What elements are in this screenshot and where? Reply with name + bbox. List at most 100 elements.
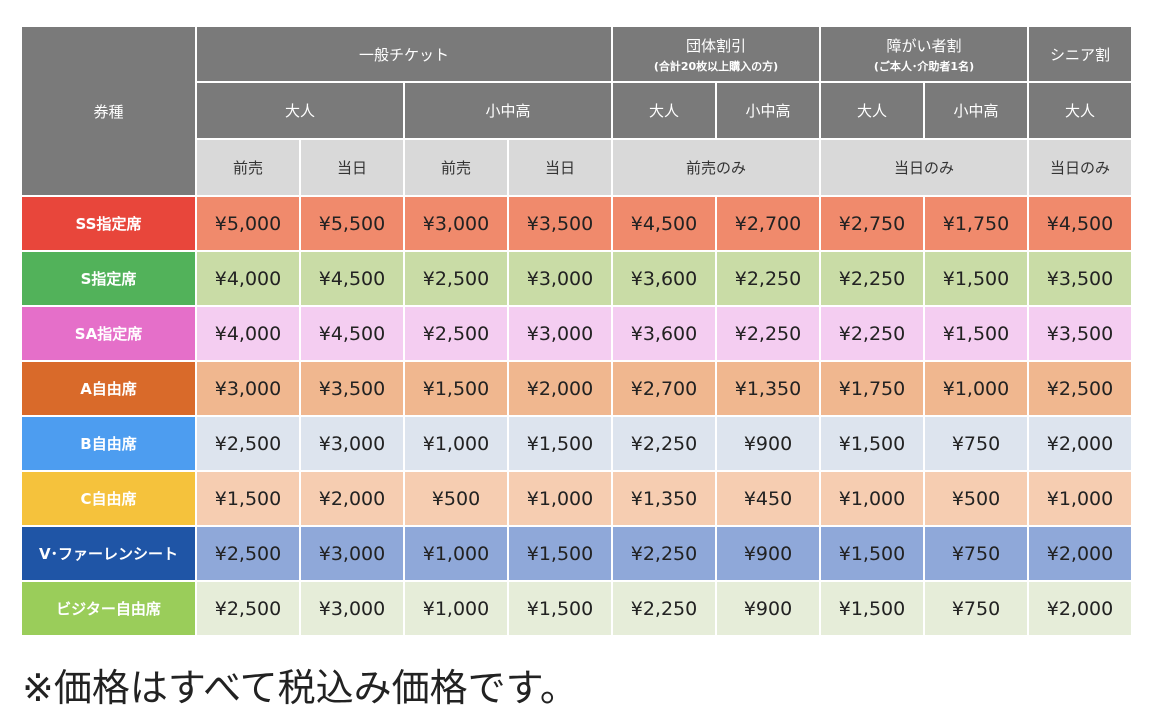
price-cell: ¥1,500 — [925, 307, 1027, 360]
group-title: 団体割引 — [685, 36, 746, 55]
group-subtitle: (合計20枚以上購入の方) — [653, 59, 779, 73]
price-cell: ¥1,500 — [197, 472, 299, 525]
timing-header: 当日のみ — [821, 140, 1027, 195]
price-cell: ¥2,750 — [821, 197, 923, 250]
price-cell: ¥2,250 — [613, 417, 715, 470]
price-cell: ¥3,500 — [1029, 252, 1131, 305]
price-cell: ¥1,000 — [405, 527, 507, 580]
price-cell: ¥2,500 — [405, 252, 507, 305]
audience-header: 大人 — [821, 83, 923, 138]
tax-note: ※価格はすべて税込み価格です。 — [22, 666, 578, 710]
group-header-senior-discount: シニア割 — [1029, 27, 1131, 81]
audience-header: 小中高 — [925, 83, 1027, 138]
group-header-group-discount: 団体割引 (合計20枚以上購入の方) — [613, 27, 819, 81]
price-cell: ¥1,000 — [405, 582, 507, 635]
price-rows: SS指定席 ¥5,000 ¥5,500 ¥3,000 ¥3,500 ¥4,500 ¥2,70… — [22, 197, 1131, 635]
price-cell: ¥3,000 — [405, 197, 507, 250]
price-cell: ¥1,000 — [925, 362, 1027, 415]
price-cell: ¥2,250 — [821, 252, 923, 305]
price-cell: ¥2,500 — [405, 307, 507, 360]
price-cell: ¥4,500 — [1029, 197, 1131, 250]
price-cell: ¥2,500 — [1029, 362, 1131, 415]
table-row: ビジター自由席 ¥2,500 ¥3,000 ¥1,000 ¥1,500 ¥2,250 ¥90… — [22, 582, 1131, 635]
price-cell: ¥3,600 — [613, 252, 715, 305]
timing-header: 前売 — [405, 140, 507, 195]
price-cell: ¥3,000 — [509, 252, 611, 305]
price-cell: ¥1,500 — [509, 527, 611, 580]
group-title: シニア割 — [1049, 45, 1110, 64]
price-cell: ¥1,000 — [1029, 472, 1131, 525]
table-row: B自由席 ¥2,500 ¥3,000 ¥1,000 ¥1,500 ¥2,250 ¥900 ¥1… — [22, 417, 1131, 470]
table-row: SA指定席 ¥4,000 ¥4,500 ¥2,500 ¥3,000 ¥3,600 ¥2,25… — [22, 307, 1131, 360]
price-cell: ¥1,500 — [509, 582, 611, 635]
table-row: S指定席 ¥4,000 ¥4,500 ¥2,500 ¥3,000 ¥3,600 ¥2,250… — [22, 252, 1131, 305]
price-cell: ¥3,000 — [301, 417, 403, 470]
table-row: V･ファーレンシート ¥2,500 ¥3,000 ¥1,000 ¥1,500 ¥2,250… — [22, 527, 1131, 580]
price-cell: ¥2,000 — [1029, 582, 1131, 635]
price-cell: ¥2,000 — [1029, 417, 1131, 470]
price-cell: ¥1,500 — [821, 582, 923, 635]
price-cell: ¥2,250 — [717, 252, 819, 305]
price-cell: ¥5,000 — [197, 197, 299, 250]
price-cell: ¥750 — [925, 417, 1027, 470]
price-cell: ¥3,500 — [301, 362, 403, 415]
price-cell: ¥3,500 — [509, 197, 611, 250]
price-cell: ¥3,000 — [197, 362, 299, 415]
price-cell: ¥900 — [717, 582, 819, 635]
audience-header: 大人 — [613, 83, 715, 138]
seat-type-label: S指定席 — [22, 252, 195, 305]
price-cell: ¥450 — [717, 472, 819, 525]
group-title: 障がい者割 — [886, 36, 962, 55]
audience-header: 小中高 — [405, 83, 611, 138]
audience-header: 大人 — [1029, 83, 1131, 138]
table-row: C自由席 ¥1,500 ¥2,000 ¥500 ¥1,000 ¥1,350 ¥450 ¥1,0… — [22, 472, 1131, 525]
price-cell: ¥1,000 — [509, 472, 611, 525]
price-cell: ¥1,350 — [613, 472, 715, 525]
table-row: A自由席 ¥3,000 ¥3,500 ¥1,500 ¥2,000 ¥2,700 ¥1,350… — [22, 362, 1131, 415]
audience-header: 大人 — [197, 83, 403, 138]
price-cell: ¥750 — [925, 582, 1027, 635]
group-title: 一般チケット — [358, 45, 449, 64]
seat-type-label: V･ファーレンシート — [22, 527, 195, 580]
ticket-type-header: 券種 — [22, 27, 195, 195]
price-cell: ¥1,500 — [925, 252, 1027, 305]
seat-type-label: SA指定席 — [22, 307, 195, 360]
timing-header: 当日 — [301, 140, 403, 195]
price-cell: ¥2,500 — [197, 527, 299, 580]
price-cell: ¥2,250 — [821, 307, 923, 360]
timing-header: 前売のみ — [613, 140, 819, 195]
ticket-price-table: 券種 一般チケット 団体割引 (合計20枚以上購入の方) 障がい者割 (ご本人･… — [20, 25, 1133, 637]
price-cell: ¥3,000 — [301, 527, 403, 580]
timing-header: 前売 — [197, 140, 299, 195]
price-cell: ¥2,250 — [613, 582, 715, 635]
price-cell: ¥3,600 — [613, 307, 715, 360]
price-cell: ¥4,000 — [197, 252, 299, 305]
price-cell: ¥2,500 — [197, 417, 299, 470]
price-cell: ¥4,500 — [301, 307, 403, 360]
price-cell: ¥2,700 — [613, 362, 715, 415]
group-subtitle: (ご本人･介助者1名) — [873, 59, 975, 73]
price-cell: ¥500 — [405, 472, 507, 525]
timing-header: 当日 — [509, 140, 611, 195]
seat-type-label: C自由席 — [22, 472, 195, 525]
price-cell: ¥1,000 — [821, 472, 923, 525]
price-cell: ¥1,750 — [821, 362, 923, 415]
price-cell: ¥750 — [925, 527, 1027, 580]
price-cell: ¥1,500 — [509, 417, 611, 470]
price-cell: ¥3,500 — [1029, 307, 1131, 360]
price-cell: ¥1,500 — [821, 417, 923, 470]
timing-header: 当日のみ — [1029, 140, 1131, 195]
price-cell: ¥2,500 — [197, 582, 299, 635]
seat-type-label: ビジター自由席 — [22, 582, 195, 635]
price-cell: ¥2,000 — [1029, 527, 1131, 580]
table-row: SS指定席 ¥5,000 ¥5,500 ¥3,000 ¥3,500 ¥4,500 ¥2,70… — [22, 197, 1131, 250]
audience-header: 小中高 — [717, 83, 819, 138]
price-cell: ¥900 — [717, 527, 819, 580]
price-cell: ¥1,500 — [405, 362, 507, 415]
price-cell: ¥5,500 — [301, 197, 403, 250]
price-cell: ¥1,750 — [925, 197, 1027, 250]
seat-type-label: B自由席 — [22, 417, 195, 470]
price-cell: ¥2,700 — [717, 197, 819, 250]
price-cell: ¥2,250 — [717, 307, 819, 360]
price-cell: ¥500 — [925, 472, 1027, 525]
